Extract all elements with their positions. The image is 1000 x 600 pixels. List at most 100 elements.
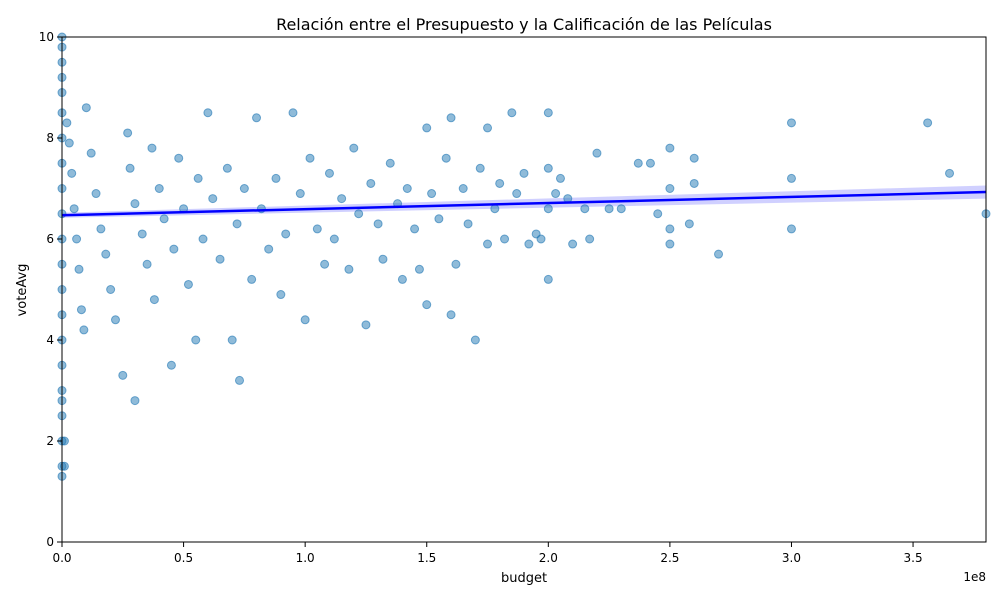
scatter-point	[130, 396, 140, 406]
scatter-point	[193, 173, 203, 183]
scatter-point	[222, 163, 232, 173]
scatter-point	[397, 274, 407, 284]
scatter-point	[551, 189, 561, 199]
scatter-point	[295, 189, 305, 199]
scatter-point	[923, 118, 933, 128]
y-tick-label: 4	[46, 333, 54, 347]
scatter-point	[235, 375, 245, 385]
x-tick-label: 3.5	[904, 551, 923, 565]
x-axis-label: budget	[501, 571, 547, 586]
scatter-point	[500, 234, 510, 244]
scatter-point	[543, 108, 553, 118]
y-axis-ticks: 0 2 4 6 8 10	[39, 30, 62, 549]
plot-frame	[61, 36, 987, 543]
scatter-point	[483, 239, 493, 249]
scatter-point	[227, 335, 237, 345]
scatter-point	[281, 229, 291, 239]
scatter-point	[422, 300, 432, 310]
scatter-point	[169, 244, 179, 254]
scatter-point	[252, 113, 262, 123]
scatter-point	[490, 204, 500, 214]
scatter-point	[79, 325, 89, 335]
scatter-point	[592, 148, 602, 158]
scatter-point	[191, 335, 201, 345]
scatter-point	[91, 189, 101, 199]
y-tick-label: 6	[46, 232, 54, 246]
scatter-point	[123, 128, 133, 138]
scatter-point	[62, 118, 72, 128]
scatter-point	[451, 259, 461, 269]
scatter-point	[373, 219, 383, 229]
scatter-point	[64, 138, 74, 148]
regression-layer	[61, 190, 987, 217]
scatter-point	[543, 274, 553, 284]
scatter-point	[337, 194, 347, 204]
scatter-point	[198, 234, 208, 244]
scatter-point	[208, 194, 218, 204]
scatter-point	[543, 204, 553, 214]
scatter-point	[470, 335, 480, 345]
scatter-point	[665, 143, 675, 153]
scatter-point	[366, 178, 376, 188]
scatter-point	[239, 184, 249, 193]
scatter-point	[714, 249, 724, 259]
x-tick-label: 2.0	[539, 551, 558, 565]
scatter-point	[665, 224, 675, 234]
scatter-point	[74, 264, 84, 274]
x-tick-label: 3.0	[782, 551, 801, 565]
scatter-point	[665, 239, 675, 249]
scatter-point	[604, 204, 614, 214]
y-axis-label: voteAvg	[15, 264, 30, 317]
scatter-point	[118, 370, 128, 380]
scatter-point	[786, 224, 796, 234]
scatter-point	[110, 315, 120, 325]
scatter-point	[519, 168, 529, 178]
y-tick-label: 2	[46, 434, 54, 448]
scatter-point	[324, 168, 334, 178]
scatter-point	[147, 143, 157, 153]
scatter-point	[524, 239, 534, 249]
scatter-point	[458, 184, 468, 193]
scatter-point	[86, 148, 96, 158]
scatter-point	[247, 274, 257, 284]
scatter-point	[786, 173, 796, 183]
x-axis-offset-label: 1e8	[963, 570, 986, 584]
scatter-point	[653, 209, 663, 219]
scatter-point	[159, 214, 169, 224]
y-tick-label: 10	[39, 30, 54, 44]
scatter-point	[130, 199, 140, 209]
scatter-point	[149, 295, 159, 305]
scatter-point	[645, 158, 655, 168]
scatter-point	[203, 108, 213, 118]
scatter-point	[232, 219, 242, 229]
scatter-point	[689, 153, 699, 163]
scatter-point	[536, 234, 546, 244]
scatter-point	[585, 234, 595, 244]
scatter-point	[67, 168, 77, 178]
scatter-point	[580, 204, 590, 214]
scatter-point	[166, 360, 176, 370]
scatter-point	[434, 214, 444, 224]
scatter-point	[665, 184, 675, 193]
scatter-point	[495, 178, 505, 188]
scatter-point	[183, 279, 193, 289]
scatter-point	[137, 229, 147, 239]
scatter-point	[446, 113, 456, 123]
scatter-point	[475, 163, 485, 173]
scatter-point	[446, 310, 456, 320]
scatter-point	[361, 320, 371, 330]
scatter-point	[512, 189, 522, 199]
scatter-point	[72, 234, 82, 244]
scatter-point	[215, 254, 225, 264]
regression-line	[61, 190, 987, 217]
scatter-point	[689, 178, 699, 188]
y-tick-label: 0	[46, 535, 54, 549]
scatter-point	[378, 254, 388, 264]
scatter-point	[684, 219, 694, 229]
scatter-point	[385, 158, 395, 168]
scatter-point	[568, 239, 578, 249]
scatter-point	[288, 108, 298, 118]
scatter-point	[555, 173, 565, 183]
scatter-point	[329, 234, 339, 244]
